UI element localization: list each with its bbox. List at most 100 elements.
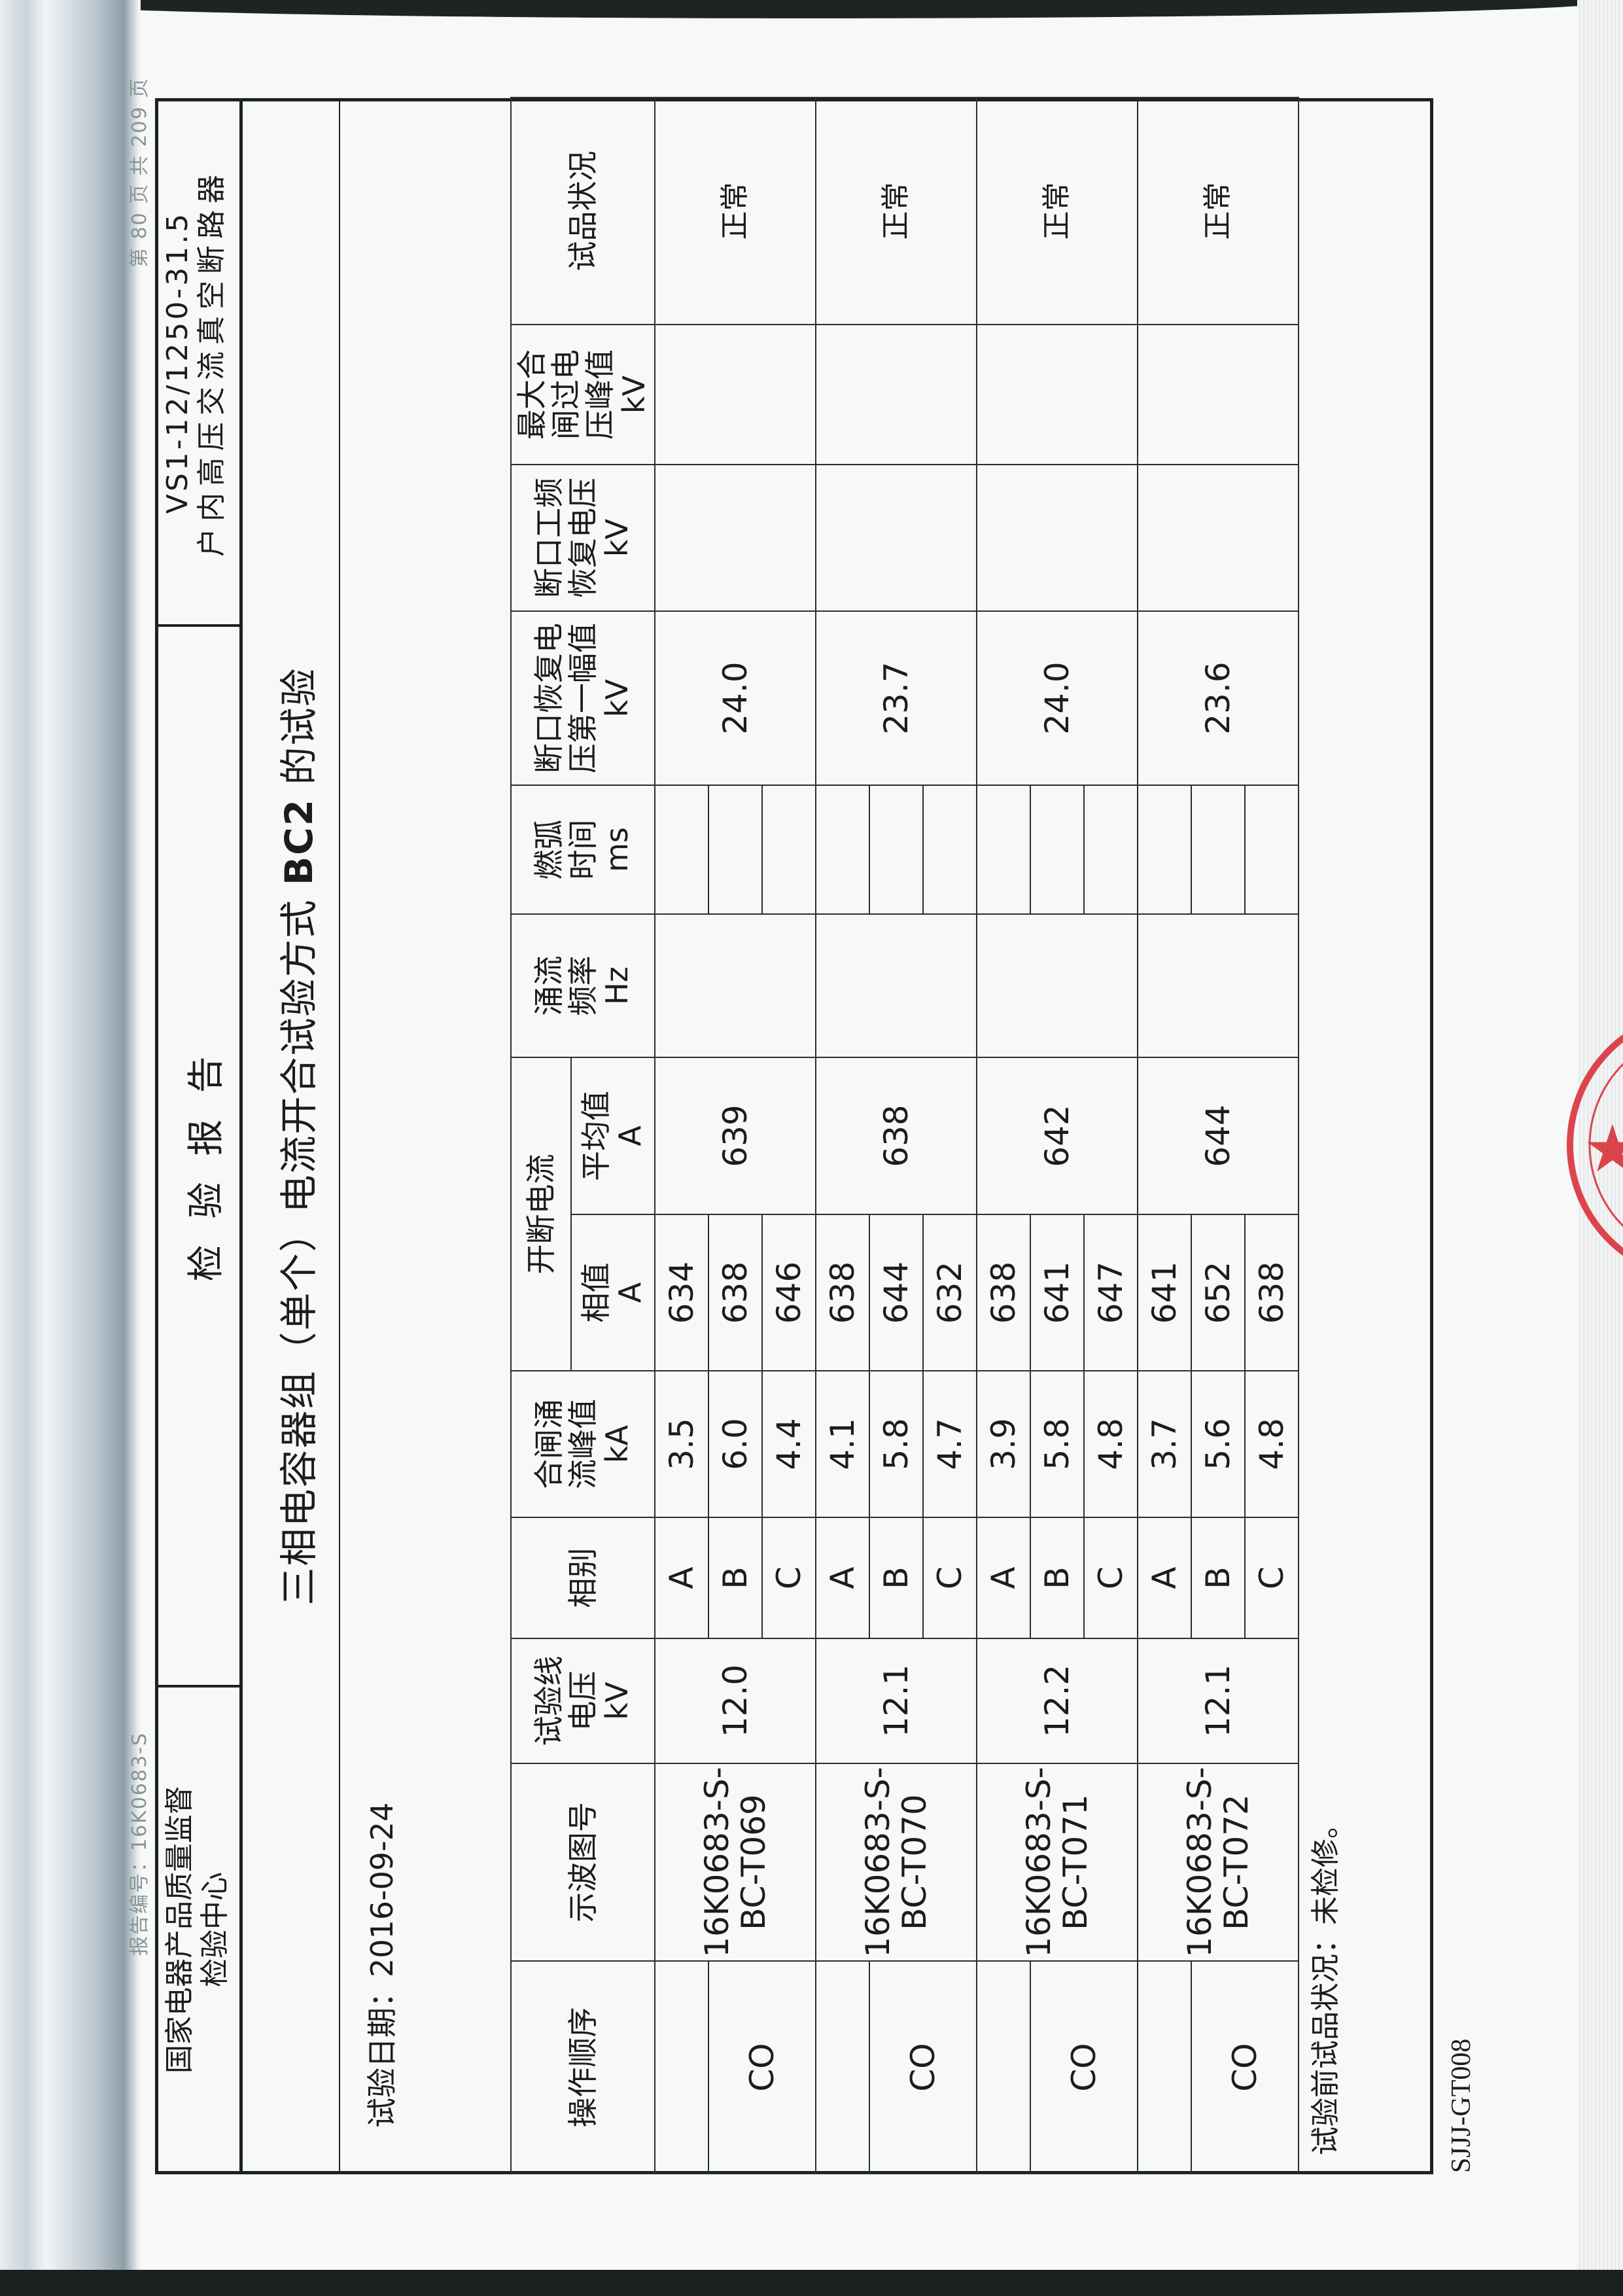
table-row: 16K0683-S- BC-T070 12.1 A 4.1 638 638 23.7 正常 [816,97,977,2174]
test-title-suffix: 的试验 [277,667,321,798]
pf-recovery-cell [816,465,977,611]
phase-cell: A [977,1517,1030,1638]
operation-blank-cell [1138,1961,1191,2174]
page-edges [1577,0,1623,2296]
col-average: 平均值 A [571,1057,655,1214]
product-name: 户内高压交流真空断路器 [195,168,228,557]
inrush-peak-cell: 4.4 [762,1371,816,1517]
inrush-peak-cell: 3.5 [655,1371,708,1517]
max-overvoltage-cell [816,325,977,465]
arcing-time-cell [708,785,762,914]
trv-first-peak-cell: 23.6 [1138,611,1299,785]
book-gutter [0,0,141,2296]
oscillogram-cell: 16K0683-S- BC-T069 [655,1763,816,1961]
phase-cell: B [1030,1517,1084,1638]
phase-value-cell: 646 [762,1214,816,1371]
inrush-freq-cell [1138,914,1299,1057]
arcing-time-cell [977,785,1030,914]
inrush-peak-cell: 3.9 [977,1371,1030,1517]
book-edge-bottom [0,2270,1623,2296]
phase-cell: C [762,1517,816,1638]
col-max-overvoltage: 最大合 闸过电 压峰值 kV [511,325,655,465]
sample-status-cell: 正常 [816,97,977,325]
line-voltage-cell: 12.2 [977,1638,1138,1763]
test-mode: BC2 [277,798,321,886]
arcing-time-cell [869,785,923,914]
phase-cell: B [708,1517,762,1638]
phase-value-cell: 638 [708,1214,762,1371]
pre-test-status: 试验前试品状况：未检修。 [1309,1810,1342,2155]
phase-value-cell: 644 [869,1214,923,1371]
seal-outer-ring [1567,1034,1623,1256]
inrush-peak-cell: 5.6 [1191,1371,1245,1517]
inrush-peak-cell: 5.8 [869,1371,923,1517]
test-title-prefix: 三相电容器组（单个）电流开合试验方式 [277,885,321,1606]
pf-recovery-cell [655,465,816,611]
max-overvoltage-cell [977,325,1138,465]
phase-value-cell: 641 [1138,1214,1191,1371]
phase-cell: A [655,1517,708,1638]
inrush-freq-cell [655,914,816,1057]
col-line-voltage: 试验线 电压 kV [511,1638,655,1763]
trv-first-peak-cell: 23.7 [816,611,977,785]
phase-cell: C [1245,1517,1299,1638]
col-trv-first-peak: 断口恢复电 压第一幅值 kV [511,611,655,785]
inrush-freq-cell [816,914,977,1057]
report-number: 报告编号：16K0683-S [128,1731,151,1956]
operation-blank-cell [977,1961,1030,2174]
results-table: 操作顺序 示波图号 试验线 电压 kV 相别 合闸涌 流峰值 kA 开断电流 涌… [510,97,1299,2174]
col-phase-value: 相值 A [571,1214,655,1371]
phase-value-cell: 632 [923,1214,977,1371]
table-row: 16K0683-S- BC-T072 12.1 A 3.7 641 644 23.6 正常 [1138,97,1299,2174]
pf-recovery-cell [1138,465,1299,611]
oscillogram-cell: 16K0683-S- BC-T071 [977,1763,1138,1961]
product-info: VS1-12/1250-31.5 户内高压交流真空断路器 [161,101,229,624]
pf-recovery-cell [977,465,1138,611]
col-oscillogram: 示波图号 [511,1763,655,1961]
arcing-time-cell [1191,785,1245,914]
arcing-time-cell [655,785,708,914]
max-overvoltage-cell [1138,325,1299,465]
inrush-peak-cell: 4.7 [923,1371,977,1517]
col-operation: 操作顺序 [511,1961,655,2174]
operation-cell: CO [1191,1961,1299,2174]
sample-status-cell: 正常 [655,97,816,325]
inrush-peak-cell: 4.1 [816,1371,869,1517]
phase-cell: C [1084,1517,1138,1638]
test-date-label: 试验日期： [364,1977,400,2128]
phase-cell: C [923,1517,977,1638]
inrush-peak-cell: 3.7 [1138,1371,1191,1517]
arcing-time-cell [762,785,816,914]
line-voltage-cell: 12.1 [1138,1638,1299,1763]
inrush-peak-cell: 4.8 [1084,1371,1138,1517]
table-row: 16K0683-S- BC-T069 12.0 A 3.5 634 639 24.0 正常 [655,97,816,2174]
phase-cell: A [1138,1517,1191,1638]
inrush-peak-cell: 5.8 [1030,1371,1084,1517]
col-pf-recovery: 断口工频 恢复电压 kV [511,465,655,611]
seal-inner-ring [1588,1063,1623,1227]
phase-value-cell: 638 [977,1214,1030,1371]
max-overvoltage-cell [655,325,816,465]
test-date: 试验日期：2016-09-24 [358,1803,402,2128]
page-info: 第 80 页 共 209 页 [128,77,151,268]
operation-cell: CO [1030,1961,1138,2174]
arcing-time-cell [1084,785,1138,914]
line-voltage-cell: 12.0 [655,1638,816,1763]
col-inrush-freq: 涌流 频率 Hz [511,914,655,1057]
phase-cell: A [816,1517,869,1638]
sample-status-cell: 正常 [977,97,1138,325]
operation-blank-cell [655,1961,708,2174]
table-row: 16K0683-S- BC-T071 12.2 A 3.9 638 642 24.0 正常 [977,97,1138,2174]
product-model: VS1-12/1250-31.5 [161,211,194,514]
trv-first-peak-cell: 24.0 [977,611,1138,785]
phase-cell: B [869,1517,923,1638]
col-inrush-peak: 合闸涌 流峰值 kA [511,1371,655,1517]
col-arcing-time: 燃弧 时间 ms [511,785,655,914]
average-cell: 638 [816,1057,977,1214]
inrush-peak-cell: 6.0 [708,1371,762,1517]
phase-value-cell: 641 [1030,1214,1084,1371]
average-cell: 644 [1138,1057,1299,1214]
inrush-peak-cell: 4.8 [1245,1371,1299,1517]
document-title: 检验报告 [185,1030,228,1282]
header-divider [239,98,243,2174]
